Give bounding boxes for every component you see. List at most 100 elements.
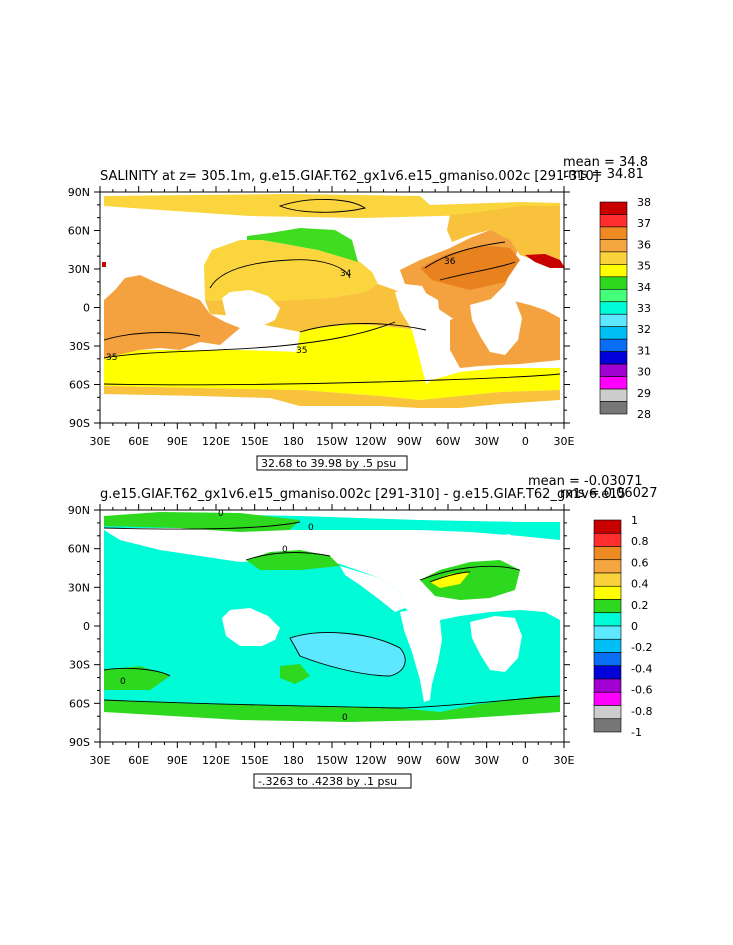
panel-1-contour-info: 32.68 to 39.98 by .5 psu	[261, 457, 396, 470]
panel-2-contour-label-d: 0	[342, 713, 348, 723]
panel-1-map: 36 34 35 35	[100, 192, 565, 423]
panel-2-land-africa	[470, 616, 522, 672]
panel-2-region-green-atlantic	[420, 560, 520, 600]
panel-1-ytick-label: 30S	[69, 340, 90, 353]
panel-1-colorbar-label: 32	[637, 323, 651, 336]
panel-2-colorbar-swatch	[593, 625, 622, 640]
panel-1-colorbar-swatch	[599, 288, 628, 303]
panel-1-ytick-label: 90N	[68, 186, 90, 199]
panel-2-ytick-label: 90N	[68, 504, 90, 517]
panel-2-colorbar-label: 0	[631, 620, 638, 633]
panel-2-colorbar-swatch	[593, 678, 622, 693]
panel-2-region-cyan-pacific	[290, 632, 406, 676]
panel-2-contour-label-b: 0	[308, 523, 314, 533]
panel-2-xtick-label: 30W	[474, 754, 499, 767]
panel-1-xtick-label: 30W	[474, 435, 499, 448]
panel-1-colorbar-label: 33	[637, 302, 651, 315]
panel-1-axes: 30E 60E 90E 120E 150E 180 150W 120W 90W 60W 30W 0 30…	[68, 186, 575, 448]
panel-1-colorbar-swatch	[599, 401, 628, 415]
panel-2-colorbar-swatch	[593, 638, 622, 653]
panel-1-xtick-label: 90E	[167, 435, 188, 448]
panel-1-colorbar-label: 35	[637, 260, 651, 273]
panel-1-colorbar-swatch	[599, 338, 628, 352]
panel-1-land-africa	[470, 298, 522, 355]
panel-2-xtick-label: 30E	[554, 754, 575, 767]
panel-2-ytick-label: 30N	[68, 581, 90, 594]
panel-2-colorbar-swatch	[593, 532, 622, 547]
panel-1: mean = 34.8 rms = 34.81 SALINITY at z= 3…	[68, 155, 651, 471]
panel-2-info-box	[253, 773, 412, 789]
panel-1-stat-mean: mean = 34.8	[563, 155, 648, 170]
panel-1-title: SALINITY at z= 305.1m, g.e15.GIAF.T62_gx…	[100, 169, 599, 184]
panel-2-colorbar: 1 0.8 0.6 0.4 0.2 0 -0.2 -0.4 -0.6 -0.8 -1	[593, 514, 652, 739]
panel-1-xtick-label: 30E	[554, 435, 575, 448]
panel-2-contour-info: -.3263 to .4238 by .1 psu	[258, 775, 397, 788]
panel-1-colorbar-swatch	[599, 226, 628, 240]
panel-2-xtick-label: 90E	[167, 754, 188, 767]
panel-2-xtick-label: 60E	[128, 754, 149, 767]
panel-1-region-indian	[104, 275, 240, 358]
panel-1-contour-label-36: 36	[444, 257, 456, 267]
panel-2-contour-label-e: 0	[282, 545, 288, 555]
panel-1-stat-rms: rms = 34.81	[563, 167, 644, 182]
panel-1-contours	[103, 199, 561, 386]
panel-2-xtick-label: 60W	[436, 754, 461, 767]
panel-2-colorbar-label: 0.8	[631, 535, 649, 548]
panel-2-xtick-label: 30E	[90, 754, 111, 767]
panel-2-contour-label-a: 0	[218, 509, 224, 519]
panel-1-colorbar-swatch	[599, 363, 628, 377]
panel-2-colorbar-label: -1	[631, 726, 642, 739]
panel-1-colorbar-swatch	[599, 388, 628, 402]
panel-2-map: 0 0 0 0 0	[100, 509, 564, 742]
panel-1-info-box	[256, 455, 408, 471]
panel-1-colorbar-swatch	[599, 326, 628, 340]
panel-2-xtick-label: 150W	[316, 754, 348, 767]
panel-1-ytick-label: 0	[83, 302, 90, 315]
panel-1-xtick-label: 120W	[355, 435, 387, 448]
panel-1-colorbar-label: 30	[637, 366, 651, 379]
panel-1-colorbar-swatch	[599, 239, 628, 253]
panel-1-region-antarctic	[104, 386, 560, 408]
panel-1-colorbar-swatch	[599, 376, 628, 390]
panel-2-colorbar-swatch	[593, 705, 622, 720]
panel-2-colorbar-swatch	[593, 559, 622, 574]
panel-2-land-australia	[222, 608, 280, 646]
panel-2-ytick-label: 90S	[69, 736, 90, 749]
panel-2-contour-label-c: 0	[120, 677, 126, 687]
panel-2-ytick-label: 30S	[69, 659, 90, 672]
panel-2-colorbar-label: 0.6	[631, 556, 649, 569]
panel-2-land-europe	[470, 534, 520, 560]
panel-1-xtick-label: 30E	[90, 435, 111, 448]
panel-1-region-npacific	[204, 240, 378, 302]
panel-2-region-ocean	[104, 530, 560, 712]
panel-1-contour-label-35a: 35	[106, 353, 117, 363]
panel-2-colorbar-swatch	[593, 718, 622, 733]
panel-1-xtick-label: 180	[283, 435, 304, 448]
panel-2-contours	[103, 521, 561, 709]
panel-1-colorbar-label: 37	[637, 217, 651, 230]
panel-2-colorbar-swatch	[593, 572, 622, 587]
panel-1-contour-label-34: 34	[340, 269, 352, 279]
panel-2-land-namerica	[340, 566, 405, 612]
panel-2-region-yellow-atlantic	[430, 572, 470, 588]
panel-2-ytick-label: 0	[83, 620, 90, 633]
panel-2-colorbar-swatch	[593, 599, 622, 614]
panel-1-colorbar-swatch	[599, 276, 628, 290]
panel-1-region-southern	[104, 350, 560, 400]
panel-1-land-australia	[222, 290, 280, 326]
panel-1-colorbar-swatch	[599, 214, 628, 228]
panel-1-colorbar-swatch	[599, 313, 628, 328]
panel-2-colorbar-label: 1	[631, 514, 638, 527]
panel-1-ytick-label: 90S	[69, 417, 90, 430]
panel-1-xtick-label: 150W	[316, 435, 348, 448]
panel-2-colorbar-swatch	[593, 612, 622, 627]
panel-1-ytick-label: 30N	[68, 263, 90, 276]
panel-1-xtick-label: 120E	[202, 435, 230, 448]
panel-2-xtick-label: 180	[283, 754, 304, 767]
panel-1-region-med	[525, 254, 565, 268]
panel-2-colorbar-swatch	[593, 585, 622, 600]
panel-1-colorbar-swatch	[599, 301, 628, 315]
panel-1-xtick-label: 60W	[436, 435, 461, 448]
panel-2-xtick-label: 120E	[202, 754, 230, 767]
panel-2: mean = -0.03071 rms = 0.06027 g.e15.GIAF…	[68, 474, 657, 789]
